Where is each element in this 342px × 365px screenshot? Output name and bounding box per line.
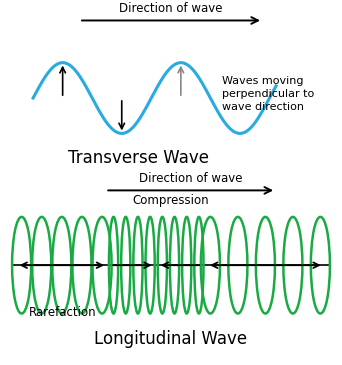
Text: Longitudinal Wave: Longitudinal Wave [94,330,248,348]
Text: Transverse Wave: Transverse Wave [68,149,209,168]
Text: Compression: Compression [133,195,209,207]
Text: Direction of wave: Direction of wave [139,172,242,185]
Text: Direction of wave: Direction of wave [119,2,223,15]
Text: Waves moving
perpendicular to
wave direction: Waves moving perpendicular to wave direc… [222,76,314,112]
Text: Rarefaction: Rarefaction [29,306,96,319]
